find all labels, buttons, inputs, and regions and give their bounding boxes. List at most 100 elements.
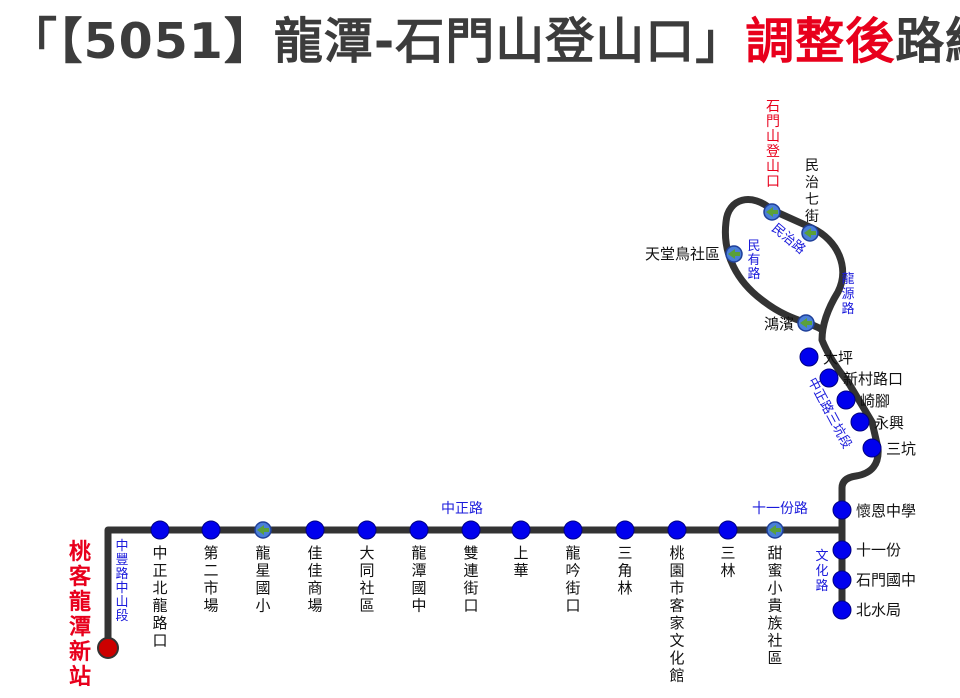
title-prefix: 「【5051】龍潭-石門山登山口」 [8, 13, 746, 70]
stop-新村路口[interactable] [819, 368, 839, 388]
label-char: 桃 [669, 544, 684, 562]
stop-label-懷恩中學: 懷恩中學 [856, 502, 916, 520]
label-char: 區 [767, 649, 782, 667]
stop-石門國中[interactable] [832, 570, 852, 590]
stop-佳佳商場[interactable] [305, 520, 325, 540]
label-char: 家 [669, 614, 684, 632]
arrow-icon [728, 249, 740, 259]
arrow-icon [257, 525, 269, 535]
stop-石門山登山口[interactable] [763, 203, 781, 221]
stop-中正北龍路口[interactable] [150, 520, 170, 540]
stop-marker [819, 368, 839, 388]
label-char: 龍 [411, 544, 426, 562]
label-char: 佳 [307, 544, 322, 562]
stop-北水局[interactable] [832, 600, 852, 620]
stop-龍潭國中[interactable] [409, 520, 429, 540]
label-char: 場 [307, 597, 322, 615]
stop-label-大坪: 大坪 [823, 349, 853, 367]
stop-雙連街口[interactable] [461, 520, 481, 540]
stop-第二市場[interactable] [201, 520, 221, 540]
label-char: 街 [463, 579, 478, 597]
label-char: 館 [669, 667, 684, 685]
stop-marker [832, 600, 852, 620]
label-char: 口 [152, 632, 167, 650]
route-line [104, 196, 882, 652]
stop-懷恩中學[interactable] [832, 500, 852, 520]
title-highlight: 調整後 [745, 13, 896, 70]
stop-marker [832, 500, 852, 520]
label-char: 連 [463, 562, 478, 580]
label-char: 文 [815, 549, 828, 564]
label-char: 佳 [307, 562, 322, 580]
stop-天堂鳥社區[interactable] [725, 245, 743, 263]
stop-三林[interactable] [718, 520, 738, 540]
stop-龍星國小[interactable] [254, 521, 272, 539]
label-char: 二 [203, 562, 218, 580]
label-char: 角 [617, 562, 632, 580]
label-char: 龍 [255, 544, 270, 562]
label-char: 場 [203, 597, 218, 615]
stop-marker [357, 520, 377, 540]
label-char: 小 [255, 597, 270, 615]
label-char: 甜 [767, 544, 782, 562]
stop-label-上華: 上華 [513, 544, 528, 580]
stop-崎腳[interactable] [836, 390, 856, 410]
label-char: 口 [565, 597, 580, 615]
label-char: 三 [720, 544, 735, 562]
label-char: 大 [359, 544, 374, 562]
label-char: 石 [766, 99, 780, 115]
label-char: 路 [152, 614, 167, 632]
label-char: 林 [720, 562, 735, 580]
terminal-label-char: 客 [69, 564, 92, 590]
stop-label-石門國中: 石門國中 [856, 571, 916, 589]
stop-龍吟街口[interactable] [563, 520, 583, 540]
stop-marker [832, 540, 852, 560]
terminal-label-char: 站 [69, 665, 91, 690]
terminal-label-char: 龍 [69, 589, 91, 615]
stop-三角林[interactable] [615, 520, 635, 540]
terminal-label: 桃 客 龍 潭 新 站 [69, 540, 92, 690]
stop-label-三坑: 三坑 [886, 440, 916, 458]
label-char: 三 [617, 544, 632, 562]
label-char: 豐 [115, 553, 128, 568]
stop-label-十一份: 十一份 [856, 541, 901, 559]
stop-鴻濱[interactable] [797, 314, 815, 332]
stop-marker [832, 570, 852, 590]
stop-甜蜜小貴族社區[interactable] [766, 521, 784, 539]
stop-三坑[interactable] [862, 438, 882, 458]
label-char: 客 [669, 597, 684, 615]
stop-永興[interactable] [850, 412, 870, 432]
stop-十一份[interactable] [832, 540, 852, 560]
stop-marker [615, 520, 635, 540]
stop-label-鴻濱: 鴻濱 [764, 315, 794, 333]
stop-label-三角林: 三角林 [617, 544, 632, 597]
stop-大同社區[interactable] [357, 520, 377, 540]
stop-marker [563, 520, 583, 540]
stop-桃園市客家文化館[interactable] [667, 520, 687, 540]
arrow-icon [766, 207, 778, 217]
stop-上華[interactable] [511, 520, 531, 540]
stop-marker [150, 520, 170, 540]
terminal-stop-marker[interactable] [97, 637, 119, 659]
label-char: 登 [766, 144, 780, 160]
road-label-zhongzheng: 中正路 [441, 501, 483, 517]
label-char: 中 [152, 544, 167, 562]
arrow-icon [800, 318, 812, 328]
label-char: 國 [255, 579, 270, 597]
stop-民治七街[interactable] [801, 224, 819, 242]
stop-label-崎腳: 崎腳 [860, 392, 890, 410]
label-char: 第 [203, 544, 218, 562]
title-suffix: 路線圖 [895, 13, 960, 70]
arrow-icon [769, 525, 781, 535]
label-char: 路 [815, 578, 828, 594]
label-char: 街 [565, 579, 580, 597]
label-char: 區 [359, 597, 374, 615]
stop-大坪[interactable] [799, 347, 819, 367]
label-char: 星 [255, 562, 270, 580]
label-char: 龍 [841, 271, 854, 287]
